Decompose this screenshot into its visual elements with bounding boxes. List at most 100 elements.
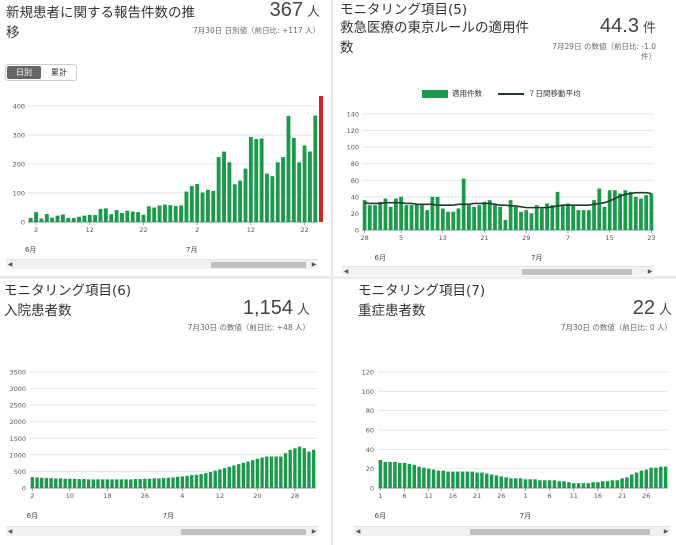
value-subtext: 7月30日 日別値（前日比: +117 人）	[192, 26, 320, 35]
x-tick-label: 2	[30, 492, 34, 500]
scroll-thumb[interactable]	[522, 269, 632, 275]
bar	[204, 473, 208, 488]
y-tick-label: 300	[13, 132, 25, 140]
x-tick-label: 12	[247, 226, 255, 234]
bar	[528, 479, 532, 488]
scroll-thumb[interactable]	[470, 529, 650, 535]
bar	[628, 191, 633, 230]
scroll-right-icon[interactable]: ▶	[311, 528, 317, 535]
x-tick-label: 26	[497, 492, 505, 500]
bar	[86, 479, 91, 488]
bar	[63, 478, 67, 488]
month-label: 7月	[163, 512, 174, 520]
bar	[560, 205, 565, 230]
daily-tab[interactable]: 日別	[7, 66, 41, 79]
daily-cumulative-toggle[interactable]: 日別 累計	[5, 64, 77, 81]
scroll-left-icon[interactable]: ◀	[355, 528, 361, 535]
legend-bar-label: 適用件数	[452, 89, 482, 98]
column-divider	[331, 0, 333, 545]
bar	[136, 212, 141, 222]
chart-emergency-rule: 0 20 40 60 80 100 120 140 28 5 13 21 29 7 15 23 6月 7月	[347, 111, 656, 263]
bar	[472, 206, 476, 230]
y-tick-label: 0	[21, 219, 25, 227]
bar	[195, 184, 200, 222]
y-tick-label: 3500	[9, 369, 26, 377]
bar	[82, 215, 87, 222]
y-tick-label: 0	[355, 227, 359, 235]
bar	[241, 462, 246, 488]
bar	[475, 472, 479, 488]
bar	[487, 200, 492, 230]
x-tick-label: 6	[548, 492, 552, 500]
bar	[586, 483, 590, 488]
bar	[591, 482, 595, 488]
cumulative-tab[interactable]: 累計	[51, 68, 67, 77]
bar	[620, 478, 624, 488]
bar	[254, 139, 259, 222]
bar	[523, 479, 528, 488]
bar	[555, 191, 560, 230]
scroll-right-icon[interactable]: ▶	[311, 261, 317, 268]
bar	[480, 472, 484, 488]
bar	[222, 151, 226, 222]
bar	[509, 478, 513, 488]
scroll-thumb[interactable]	[181, 529, 306, 535]
scroll-left-icon[interactable]: ◀	[7, 261, 13, 268]
bar	[610, 480, 615, 488]
bar	[100, 479, 105, 488]
bar	[260, 457, 264, 488]
headline-value: 44.3 件	[600, 15, 656, 38]
bar	[550, 205, 555, 230]
bar	[87, 214, 92, 222]
bar	[147, 478, 152, 488]
x-tick-label: 18	[103, 492, 111, 500]
bar	[157, 205, 162, 222]
bar	[35, 477, 39, 488]
x-tick-label: 22	[300, 226, 308, 234]
bar	[417, 466, 421, 488]
month-label: 7月	[531, 254, 542, 262]
bar	[114, 210, 119, 222]
bar	[120, 213, 124, 222]
chart-scrollbar[interactable]: ◀ ▶	[342, 266, 654, 275]
y-tick-label: 500	[14, 468, 26, 476]
bar	[275, 162, 280, 222]
scroll-right-icon[interactable]: ▶	[663, 528, 669, 535]
bar	[529, 213, 534, 230]
bar	[283, 453, 288, 488]
bar	[130, 211, 135, 222]
x-tick-label: 2	[195, 226, 199, 234]
chart-scrollbar[interactable]: ◀ ▶	[354, 526, 670, 536]
bar	[184, 191, 189, 222]
bar	[34, 212, 38, 222]
scroll-right-icon[interactable]: ▶	[647, 268, 653, 275]
chart-scrollbar[interactable]: ◀ ▶	[6, 259, 318, 269]
chart-scrollbar[interactable]: ◀ ▶	[6, 526, 318, 536]
bar	[49, 478, 53, 488]
bar	[383, 198, 388, 230]
bar	[302, 448, 306, 488]
bar	[189, 186, 194, 222]
bar	[383, 461, 387, 488]
value-subtext: 7月30日 の数値（前日比: 0 人）	[560, 323, 672, 332]
scroll-left-icon[interactable]: ◀	[343, 268, 349, 275]
scroll-left-icon[interactable]: ◀	[7, 528, 13, 535]
bar	[44, 478, 49, 488]
x-tick-label: 16	[594, 492, 602, 500]
bar	[44, 213, 49, 222]
bar	[163, 204, 167, 222]
bar	[98, 208, 103, 222]
bar	[402, 462, 407, 488]
bar	[68, 478, 72, 488]
bar	[96, 479, 100, 488]
bar	[388, 461, 392, 488]
x-tick-label: 28	[291, 492, 299, 500]
bar	[494, 475, 499, 488]
y-tick-label: 60	[366, 427, 374, 435]
bar	[218, 469, 222, 488]
bar	[634, 472, 639, 488]
bar	[545, 203, 549, 230]
x-tick-label: 10	[66, 492, 74, 500]
bar	[427, 468, 431, 488]
scroll-thumb[interactable]	[211, 262, 306, 268]
